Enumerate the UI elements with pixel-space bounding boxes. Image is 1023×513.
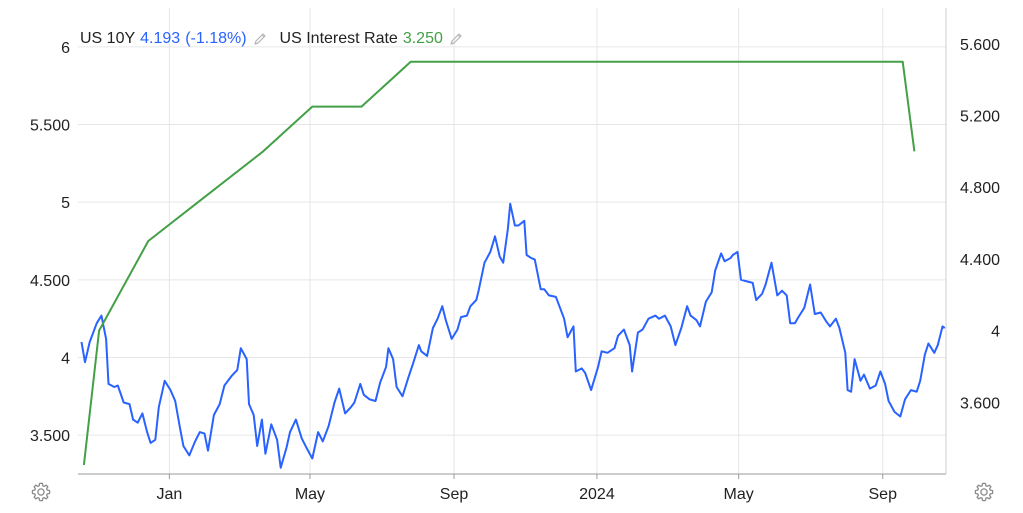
x-tick-label: Jan bbox=[156, 486, 182, 503]
pencil-icon[interactable] bbox=[448, 31, 464, 47]
left-tick-label: 4 bbox=[61, 351, 70, 368]
x-tick-label: 2024 bbox=[579, 486, 615, 503]
x-tick-label: Sep bbox=[440, 486, 469, 503]
left-tick-label: 3.500 bbox=[30, 428, 70, 445]
grid-layer bbox=[78, 8, 946, 474]
chart-legend: US 10Y 4.193 (-1.18%) US Interest Rate 3… bbox=[80, 30, 470, 48]
left-tick-label: 4.500 bbox=[30, 273, 70, 290]
x-tick-label: May bbox=[295, 486, 325, 503]
left-tick-label: 6 bbox=[61, 40, 70, 57]
right-tick-label: 3.600 bbox=[960, 395, 1000, 412]
right-tick-label: 5.600 bbox=[960, 37, 1000, 54]
left-tick-label: 5 bbox=[61, 195, 70, 212]
legend-us-10y-value: 4.193 bbox=[140, 30, 181, 47]
legend-rate-name: US Interest Rate bbox=[279, 30, 398, 47]
gear-icon[interactable] bbox=[30, 481, 52, 503]
pencil-icon[interactable] bbox=[252, 31, 268, 47]
right-tick-label: 5.200 bbox=[960, 109, 1000, 126]
legend-item-us-10y: US 10Y 4.193 (-1.18%) bbox=[80, 30, 268, 48]
right-tick-label: 4.400 bbox=[960, 252, 1000, 269]
gear-icon[interactable] bbox=[973, 481, 995, 503]
right-tick-label: 4.800 bbox=[960, 180, 1000, 197]
x-tick-label: Sep bbox=[869, 486, 898, 503]
legend-rate-value: 3.250 bbox=[402, 30, 443, 47]
right-tick-label: 4 bbox=[991, 324, 1000, 341]
axis-layer: 3.500 4 4.500 5 5.500 6 3.600 4 4.400 4.800 5.200 5… bbox=[30, 8, 1000, 503]
left-tick-label: 5.500 bbox=[30, 118, 70, 135]
x-tick-label: May bbox=[724, 486, 754, 503]
legend-us-10y-name: US 10Y bbox=[80, 30, 136, 47]
legend-item-us-interest-rate: US Interest Rate 3.250 bbox=[280, 30, 464, 48]
series-line-us-10y bbox=[80, 202, 946, 469]
series-line-us-interest-rate bbox=[82, 60, 916, 466]
legend-us-10y-change: (-1.18%) bbox=[185, 30, 247, 47]
series-layer bbox=[80, 60, 946, 469]
